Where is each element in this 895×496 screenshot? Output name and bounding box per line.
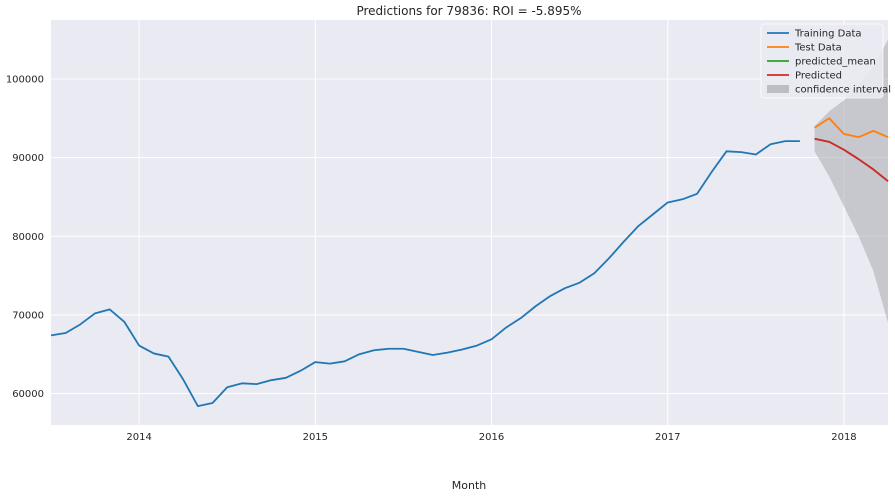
x-tick-label: 2015 xyxy=(303,432,328,443)
y-tick-label: 70000 xyxy=(12,310,44,321)
x-axis-label: Month xyxy=(452,479,487,492)
x-tick-label: 2016 xyxy=(479,432,504,443)
legend-label: Training Data xyxy=(794,29,862,40)
confidence-interval-band xyxy=(814,39,888,323)
series-line-predicted xyxy=(814,137,889,182)
confidence-interval-area xyxy=(814,39,888,323)
y-tick-label: 100000 xyxy=(6,74,44,85)
y-tick-label: 60000 xyxy=(12,389,44,400)
grid xyxy=(51,20,888,425)
x-tick-label: 2014 xyxy=(126,432,151,443)
legend-frame xyxy=(760,23,884,99)
y-tick-label: 80000 xyxy=(12,232,44,243)
legend-label: Predicted xyxy=(795,71,842,82)
plot-background xyxy=(51,20,888,425)
series-line-training-data xyxy=(50,140,800,408)
y-tick-labels: 60000 70000 80000 90000 100000 xyxy=(6,74,44,400)
series-line-test-data xyxy=(814,117,889,139)
legend-label: confidence interval xyxy=(795,85,891,96)
x-tick-label: 2018 xyxy=(831,432,856,443)
chart-title: Predictions for 79836: ROI = -5.895% xyxy=(356,4,581,18)
legend: Training Data Test Data predicted_mean Pred… xyxy=(760,23,891,99)
x-tick-label: 2017 xyxy=(655,432,680,443)
x-tick-labels: 2014 2015 2016 2017 2018 xyxy=(126,432,856,443)
legend-swatch xyxy=(767,85,789,93)
legend-label: Test Data xyxy=(794,43,842,54)
y-tick-label: 90000 xyxy=(12,153,44,164)
legend-label: predicted_mean xyxy=(795,57,876,68)
series-lines xyxy=(50,117,889,408)
